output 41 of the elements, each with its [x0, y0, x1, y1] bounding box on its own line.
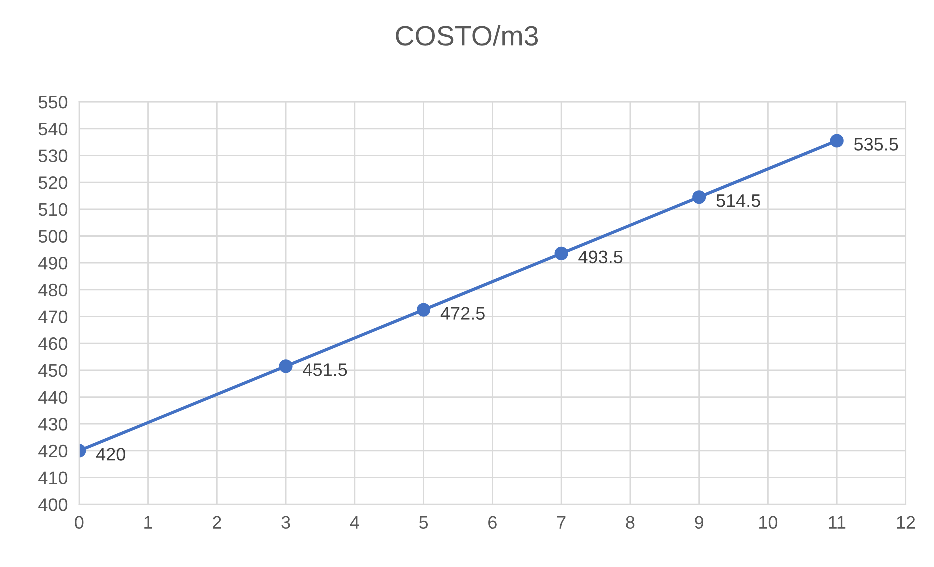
y-tick-label: 520	[38, 176, 68, 190]
data-label: 472.5	[440, 307, 485, 320]
y-tick-label: 530	[38, 150, 68, 162]
x-tick-label: 7	[557, 516, 566, 529]
y-tick-label: 400	[38, 498, 68, 512]
data-label: 535.5	[854, 138, 898, 151]
x-tick-label: 1	[144, 516, 152, 529]
y-tick-label: 550	[38, 96, 68, 109]
data-label: 420	[96, 448, 126, 461]
x-tick-label: 10	[760, 516, 778, 530]
x-tick-label: 3	[282, 516, 290, 530]
y-tick-label: 430	[38, 418, 68, 431]
x-tick-label: 6	[488, 516, 497, 530]
y-tick-label: 480	[38, 284, 68, 297]
y-tick-label: 510	[38, 203, 68, 216]
chart-title: COSTO/m3	[396, 26, 538, 46]
data-label: 451.5	[303, 364, 348, 376]
y-tick-label: 420	[38, 444, 68, 458]
y-tick-label: 450	[38, 364, 68, 378]
y-tick-label: 440	[38, 391, 68, 404]
point	[692, 190, 706, 204]
point	[279, 360, 293, 374]
point	[554, 246, 568, 260]
point	[417, 303, 431, 317]
x-tick-label: 12	[897, 516, 916, 529]
x-tick-label: 9	[695, 516, 704, 530]
y-tick-label: 490	[38, 257, 68, 270]
x-tick-label: 8	[626, 516, 635, 530]
x-tick-label: 4	[350, 516, 360, 529]
y-tick-label: 470	[38, 310, 68, 324]
y-tick-label: 460	[38, 338, 68, 350]
data-label: 493.5	[578, 250, 623, 264]
y-tick-label: 540	[38, 122, 68, 136]
data-label: 514.5	[716, 194, 760, 208]
y-tick-label: 500	[38, 230, 68, 243]
x-tick-label: 2	[213, 516, 222, 529]
point	[830, 134, 844, 148]
x-tick-label: 5	[420, 516, 428, 530]
y-tick-label: 410	[38, 472, 68, 485]
x-tick-label: 11	[829, 516, 846, 529]
x-tick-label: 0	[75, 516, 84, 530]
